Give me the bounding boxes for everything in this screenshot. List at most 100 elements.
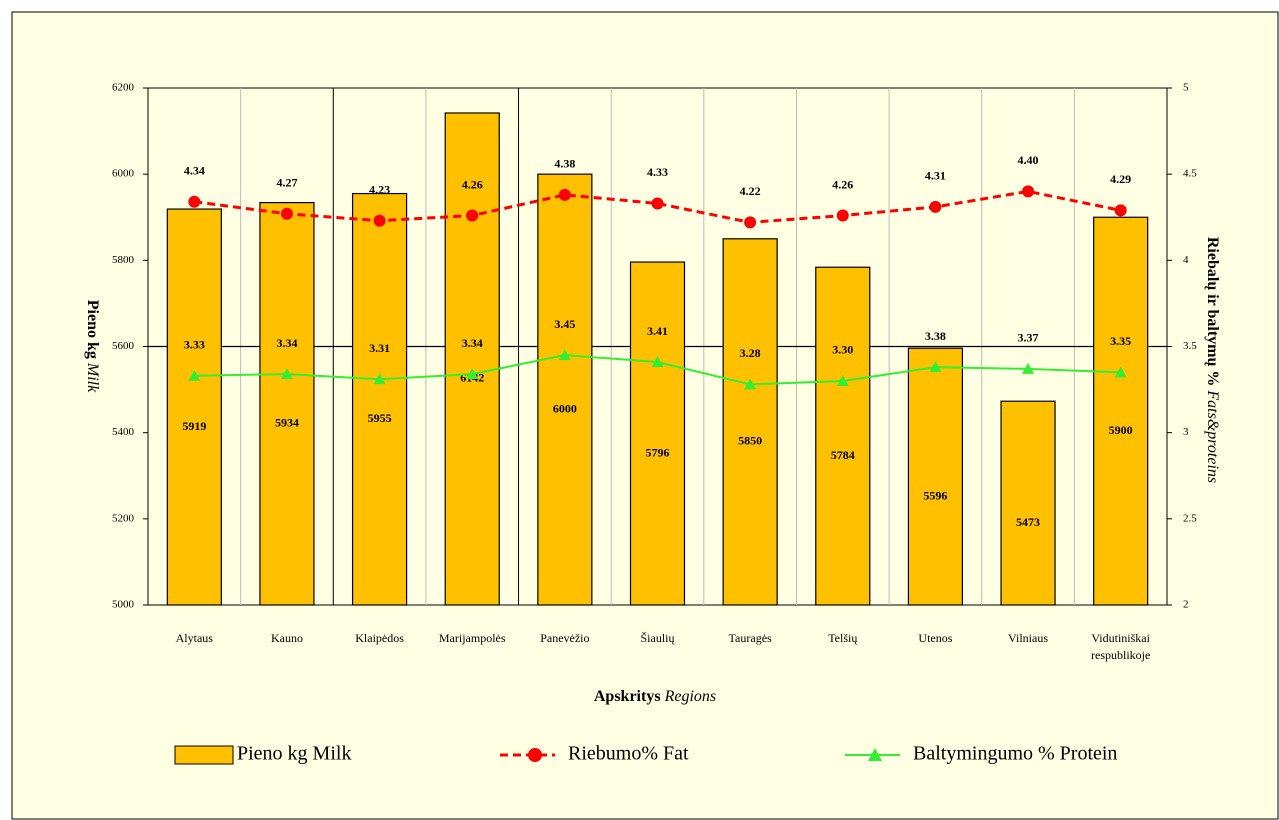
point-value-label: 3.28: [740, 346, 761, 360]
y-tick-label: 5600: [112, 340, 135, 352]
y2-tick-label: 2: [1183, 599, 1189, 611]
point: [558, 188, 571, 201]
bar-value-label: 6000: [553, 401, 577, 415]
y2-axis-title: Riebalų ir baltymų % Fats&proteins: [1204, 237, 1221, 483]
y2-title-en: Fats&proteins: [1204, 389, 1221, 483]
point: [744, 216, 757, 229]
bar: [166, 208, 222, 606]
point: [466, 209, 479, 222]
point: [1022, 185, 1035, 198]
y-tick-label: 5800: [112, 254, 135, 266]
bar-value-label: 5473: [1016, 515, 1040, 529]
point: [836, 209, 849, 222]
point-value-label: 3.31: [369, 341, 390, 355]
y2-tick-label: 4.5: [1183, 168, 1197, 180]
bar: [444, 112, 500, 606]
legend-marker: [868, 748, 882, 761]
bar: [351, 192, 408, 606]
x-axis-title: Apskritys Regions: [594, 688, 716, 705]
x-tick-label: Marijampolės: [438, 631, 506, 645]
point-value-label: 3.41: [647, 324, 668, 338]
x-tick-label: Kauno: [270, 631, 303, 645]
point: [280, 368, 293, 380]
x-tick-label: Utenos: [918, 631, 953, 645]
point-value-label: 4.26: [462, 177, 483, 191]
point-value-label: 4.31: [925, 169, 946, 183]
x-tick-label: Šiaulių: [640, 631, 675, 645]
point-value-label: 4.22: [740, 184, 761, 198]
bar: [629, 261, 686, 606]
point-value-label: 4.29: [1110, 172, 1131, 186]
point-value-label: 3.34: [462, 336, 483, 350]
point: [1022, 362, 1035, 374]
point-value-label: 3.37: [1018, 331, 1039, 345]
point-value-label: 3.34: [276, 336, 297, 350]
x-tick-label: Klaipėdos: [355, 631, 404, 645]
bar-value-label: 5900: [1109, 423, 1133, 437]
bar: [722, 238, 778, 606]
point-value-label: 4.27: [276, 176, 297, 190]
y-title-en: Milk: [84, 362, 101, 393]
point: [280, 207, 293, 220]
point: [1114, 204, 1127, 217]
legend-swatch: [174, 745, 234, 765]
point-value-label: 4.38: [554, 157, 575, 171]
y-tick-label: 5000: [112, 599, 135, 611]
point-value-label: 3.35: [1110, 334, 1131, 348]
y2-tick-label: 3: [1183, 426, 1189, 438]
legend-label: Pieno kg Milk: [237, 743, 351, 765]
y-title-main: Pieno kg: [84, 300, 101, 359]
legend-marker: [528, 748, 542, 762]
x-tick-label: Alytaus: [175, 631, 213, 645]
point: [466, 368, 479, 380]
bar: [1093, 216, 1149, 606]
point: [929, 361, 942, 373]
y-tick-label: 5200: [112, 512, 135, 524]
x-tick-label: Vidutiniškai respublikoje: [1091, 631, 1151, 662]
y2-tick-label: 2.5: [1183, 512, 1197, 524]
point-value-label: 4.23: [369, 182, 390, 196]
x-tick-label: Tauragės: [728, 631, 772, 645]
legend-label: Baltymingumo % Protein: [913, 743, 1117, 765]
point-value-label: 3.45: [554, 317, 575, 331]
bar-value-label: 5934: [275, 416, 299, 430]
bar: [815, 266, 871, 606]
point-value-label: 3.38: [925, 329, 946, 343]
x-tick-label: Vilniaus: [1008, 631, 1048, 645]
point: [373, 214, 386, 227]
point-value-label: 3.30: [832, 343, 853, 357]
point-value-label: 4.33: [647, 165, 668, 179]
bar: [907, 347, 964, 606]
x-title-en: Regions: [664, 688, 717, 705]
point: [1114, 366, 1127, 378]
point-value-label: 4.40: [1018, 153, 1039, 167]
y2-tick-label: 4: [1183, 254, 1189, 266]
point: [651, 356, 664, 368]
point: [558, 349, 571, 361]
point-value-label: 4.26: [832, 177, 853, 191]
bar-value-label: 5919: [182, 419, 206, 433]
point: [188, 369, 201, 381]
bar-value-label: 5784: [831, 448, 855, 462]
y-axis-title: Pieno kg Milk: [84, 300, 101, 393]
point: [373, 373, 386, 385]
point: [651, 197, 664, 210]
y-tick-label: 6200: [112, 82, 135, 94]
point-value-label: 4.34: [184, 163, 205, 177]
y-tick-label: 5400: [112, 426, 135, 438]
y2-tick-label: 3.5: [1183, 340, 1197, 352]
point: [836, 374, 849, 386]
point-value-label: 3.33: [184, 338, 205, 352]
bar-value-label: 5796: [646, 445, 670, 459]
x-tick-label: Telšių: [828, 631, 858, 645]
point: [188, 195, 201, 208]
bar: [1000, 400, 1056, 606]
bar: [259, 202, 315, 606]
legend-label: Riebumo% Fat: [568, 743, 689, 765]
y-tick-label: 6000: [112, 168, 135, 180]
y2-title-main: Riebalų ir baltymų %: [1204, 237, 1221, 387]
x-tick-label: Panevėžio: [540, 631, 590, 645]
point: [929, 200, 942, 213]
